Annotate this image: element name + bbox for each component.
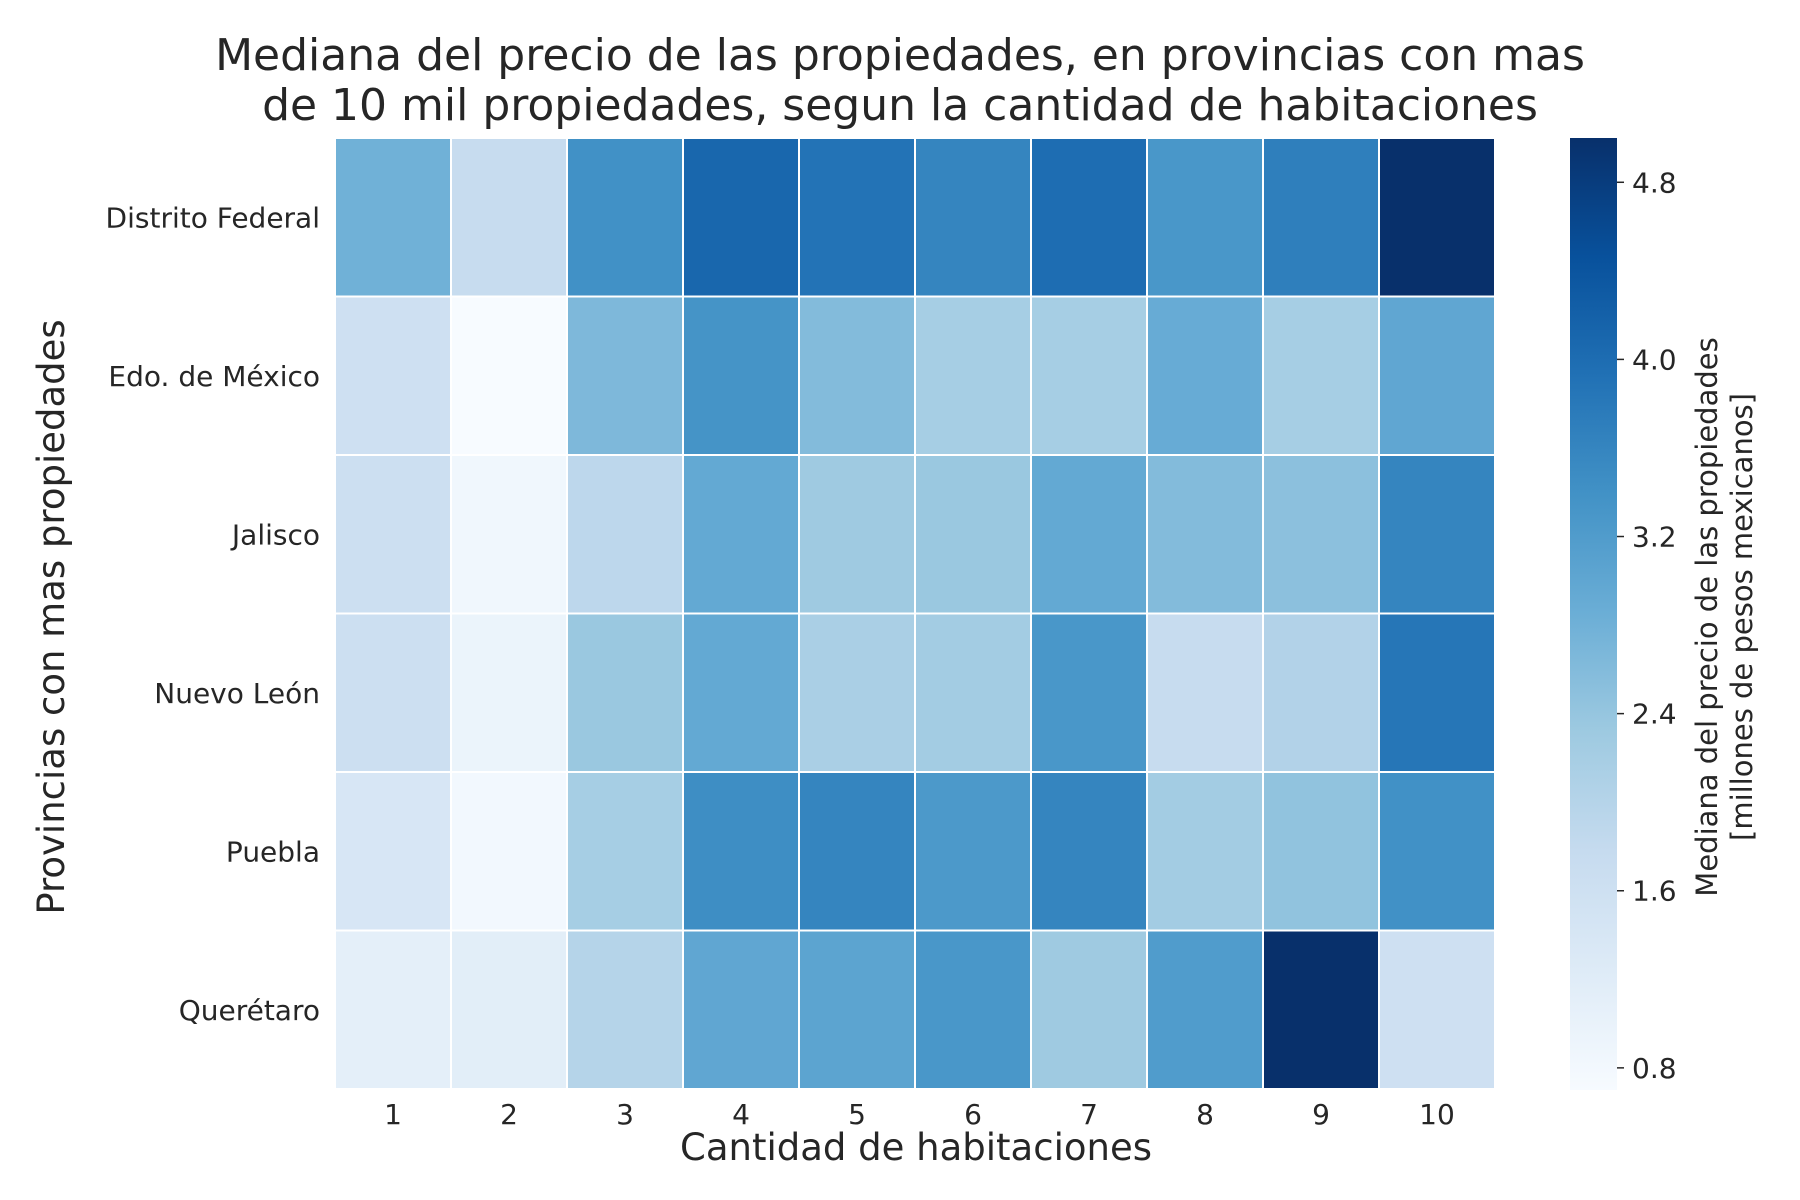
heatmap-cell-r1-c2 bbox=[566, 295, 684, 456]
heatmap-cell-r5-c8 bbox=[1262, 929, 1380, 1090]
x-axis-label: Cantidad de habitaciones bbox=[680, 1126, 1152, 1169]
heatmap-cell-r0-c7 bbox=[1146, 137, 1264, 298]
heatmap-cell-r0-c4 bbox=[798, 137, 916, 298]
heatmap-cell-r5-c2 bbox=[566, 929, 684, 1090]
x-tick-label: 4 bbox=[732, 1098, 750, 1131]
heatmap-cell-r1-c1 bbox=[450, 295, 568, 456]
heatmap-cell-r4-c7 bbox=[1146, 771, 1264, 932]
heatmap-cell-r5-c5 bbox=[914, 929, 1032, 1090]
heatmap-cell-r3-c4 bbox=[798, 612, 916, 773]
heatmap-cell-r0-c6 bbox=[1030, 137, 1148, 298]
heatmap-cell-r5-c6 bbox=[1030, 929, 1148, 1090]
x-tick-label: 9 bbox=[1312, 1098, 1330, 1131]
heatmap-cell-r3-c5 bbox=[914, 612, 1032, 773]
heatmap-cell-r4-c8 bbox=[1262, 771, 1380, 932]
heatmap-cell-r5-c4 bbox=[798, 929, 916, 1090]
colorbar-tick-label: 4.0 bbox=[1632, 343, 1677, 376]
heatmap-cell-r5-c1 bbox=[450, 929, 568, 1090]
y-tick-label: Distrito Federal bbox=[106, 201, 320, 234]
colorbar-tick-label: 4.8 bbox=[1632, 166, 1677, 199]
y-tick-label: Nuevo León bbox=[154, 677, 320, 710]
heatmap-cell-r4-c4 bbox=[798, 771, 916, 932]
heatmap-cell-r3-c9 bbox=[1378, 612, 1496, 773]
heatmap-cell-r1-c3 bbox=[682, 295, 800, 456]
heatmap-cell-r1-c8 bbox=[1262, 295, 1380, 456]
y-tick-label: Jalisco bbox=[230, 518, 320, 551]
chart-title-line-2: de 10 mil propiedades, segun la cantidad… bbox=[262, 80, 1538, 131]
colorbar-tick-label: 0.8 bbox=[1632, 1052, 1677, 1085]
heatmap-cell-r3-c2 bbox=[566, 612, 684, 773]
heatmap-cell-r2-c2 bbox=[566, 454, 684, 615]
heatmap-cell-r2-c6 bbox=[1030, 454, 1148, 615]
x-tick-label: 10 bbox=[1419, 1098, 1455, 1131]
y-tick-label: Querétaro bbox=[179, 994, 320, 1027]
heatmap-cell-r4-c0 bbox=[334, 771, 452, 932]
heatmap-cell-r4-c5 bbox=[914, 771, 1032, 932]
heatmap-cell-r1-c5 bbox=[914, 295, 1032, 456]
heatmap-cell-r0-c1 bbox=[450, 137, 568, 298]
y-tick-labels: Distrito Federal Edo. de México Jalisco Nue… bbox=[106, 201, 320, 1027]
heatmap-cell-r3-c3 bbox=[682, 612, 800, 773]
heatmap-cell-r1-c6 bbox=[1030, 295, 1148, 456]
heatmap-cell-r3-c1 bbox=[450, 612, 568, 773]
heatmap-cell-r1-c4 bbox=[798, 295, 916, 456]
heatmap-cell-r0-c3 bbox=[682, 137, 800, 298]
colorbar-tick-label: 1.6 bbox=[1632, 875, 1677, 908]
heatmap-cell-r3-c6 bbox=[1030, 612, 1148, 773]
x-tick-label: 2 bbox=[500, 1098, 518, 1131]
heatmap-cell-r0-c8 bbox=[1262, 137, 1380, 298]
y-tick-label: Puebla bbox=[226, 835, 320, 868]
heatmap-cell-r4-c3 bbox=[682, 771, 800, 932]
chart-title-line-1: Mediana del precio de las propiedades, e… bbox=[215, 30, 1585, 81]
heatmap-cell-r4-c9 bbox=[1378, 771, 1496, 932]
heatmap-cell-r2-c5 bbox=[914, 454, 1032, 615]
x-tick-label: 6 bbox=[964, 1098, 982, 1131]
heatmap-cell-r1-c7 bbox=[1146, 295, 1264, 456]
heatmap-cell-r4-c2 bbox=[566, 771, 684, 932]
colorbar-ticks: 0.8 1.6 2.4 3.2 4.0 4.8 bbox=[1617, 166, 1677, 1085]
heatmap-cell-r2-c4 bbox=[798, 454, 916, 615]
heatmap-cell-r5-c3 bbox=[682, 929, 800, 1090]
heatmap-cell-r1-c0 bbox=[334, 295, 452, 456]
colorbar-tick-label: 2.4 bbox=[1632, 698, 1677, 731]
heatmap-cell-r0-c5 bbox=[914, 137, 1032, 298]
heatmap-cell-r2-c3 bbox=[682, 454, 800, 615]
colorbar-gradient bbox=[1570, 138, 1617, 1090]
heatmap-cell-r2-c8 bbox=[1262, 454, 1380, 615]
colorbar-label-line-2: [millones de pesos mexicanos] bbox=[1725, 393, 1759, 841]
x-tick-label: 7 bbox=[1080, 1098, 1098, 1131]
y-axis-label: Provincias con mas propiedades bbox=[30, 319, 73, 914]
heatmap-cell-r5-c7 bbox=[1146, 929, 1264, 1090]
heatmap-cell-r4-c6 bbox=[1030, 771, 1148, 932]
x-tick-label: 3 bbox=[616, 1098, 634, 1131]
heatmap-cell-r0-c2 bbox=[566, 137, 684, 298]
x-tick-labels: 1 2 3 4 5 6 7 8 9 10 bbox=[384, 1098, 1455, 1131]
heatmap-cell-r3-c8 bbox=[1262, 612, 1380, 773]
heatmap-cell-r1-c9 bbox=[1378, 295, 1496, 456]
heatmap-cell-r2-c9 bbox=[1378, 454, 1496, 615]
heatmap-cell-r2-c7 bbox=[1146, 454, 1264, 615]
heatmap-cell-r3-c0 bbox=[334, 612, 452, 773]
x-tick-label: 5 bbox=[848, 1098, 866, 1131]
heatmap-cell-r0-c0 bbox=[334, 137, 452, 298]
heatmap-cell-r5-c0 bbox=[334, 929, 452, 1090]
heatmap-cell-r4-c1 bbox=[450, 771, 568, 932]
heatmap-cell-r5-c9 bbox=[1378, 929, 1496, 1090]
colorbar-label-line-1: Mediana del precio de las propiedades bbox=[1690, 337, 1724, 896]
heatmap-cell-r3-c7 bbox=[1146, 612, 1264, 773]
colorbar: 0.8 1.6 2.4 3.2 4.0 4.8 Mediana del precio de… bbox=[1570, 138, 1759, 1090]
heatmap-cell-r0-c9 bbox=[1378, 137, 1496, 298]
x-tick-label: 1 bbox=[384, 1098, 402, 1131]
colorbar-tick-label: 3.2 bbox=[1632, 521, 1677, 554]
y-tick-label: Edo. de México bbox=[108, 360, 320, 393]
heatmap-cell-r2-c0 bbox=[334, 454, 452, 615]
heatmap-cells bbox=[334, 137, 1496, 1090]
x-tick-label: 8 bbox=[1196, 1098, 1214, 1131]
heatmap-cell-r2-c1 bbox=[450, 454, 568, 615]
